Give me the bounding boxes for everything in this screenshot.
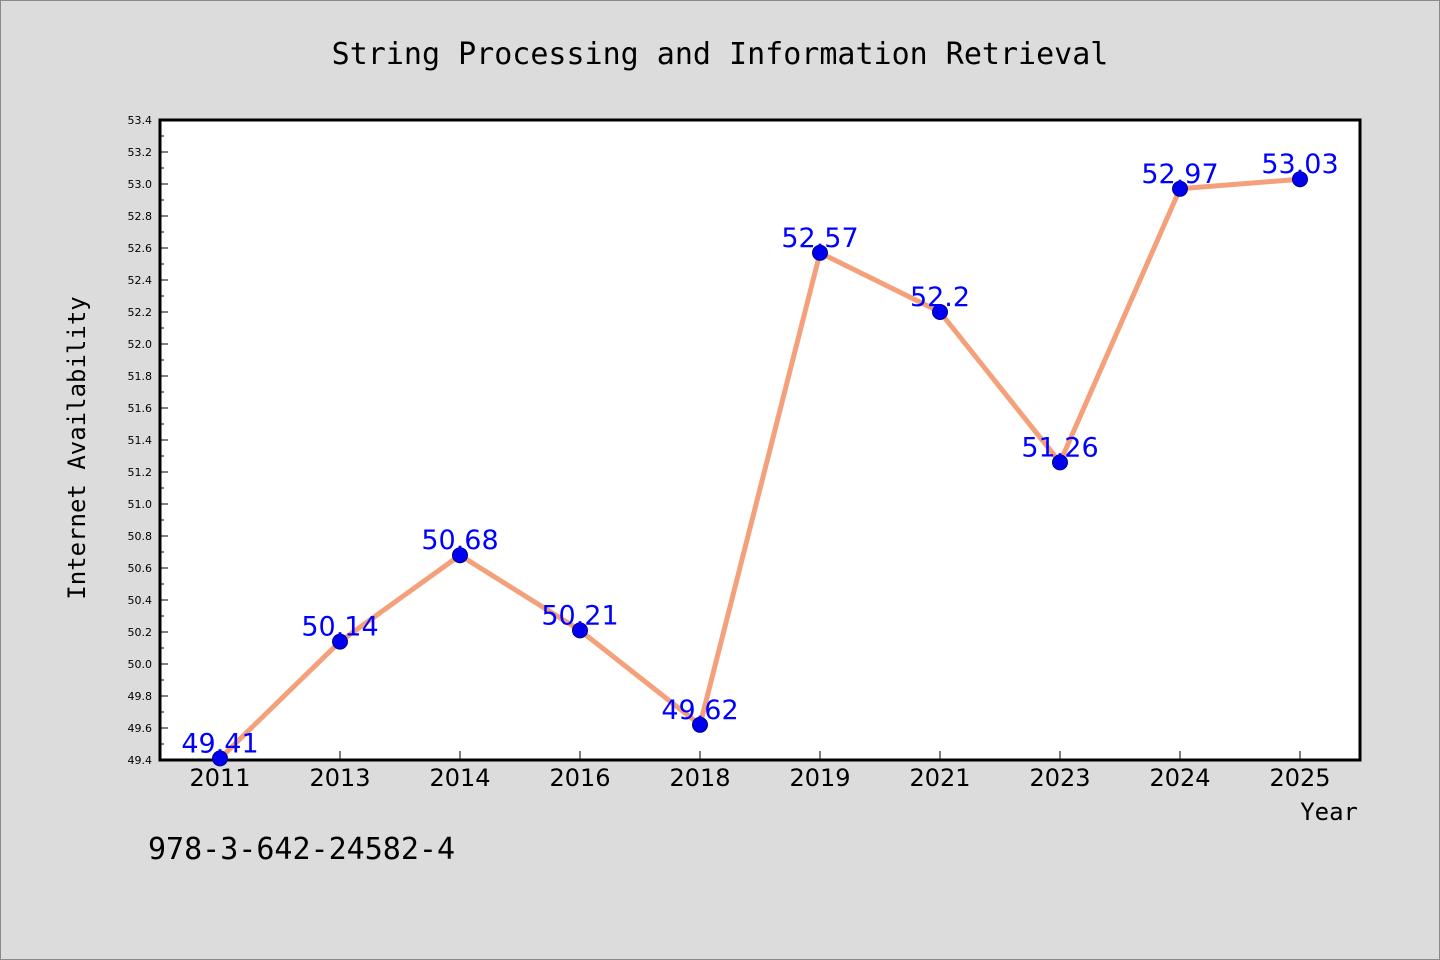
y-tick-label: 51.4 xyxy=(128,434,153,447)
data-point xyxy=(452,547,468,564)
x-tick-label: 2013 xyxy=(309,764,370,792)
data-point xyxy=(812,244,828,261)
data-label: 50.14 xyxy=(301,612,378,643)
data-point xyxy=(932,304,948,320)
x-tick-label: 2021 xyxy=(909,764,970,792)
data-label: 53.03 xyxy=(1261,149,1338,180)
data-label: 52.2 xyxy=(910,282,970,313)
x-tick-label: 2019 xyxy=(789,764,850,792)
data-point xyxy=(1172,180,1188,197)
data-point xyxy=(692,716,708,733)
y-tick-label: 52.8 xyxy=(128,210,153,223)
data-point xyxy=(332,633,348,650)
y-tick-label: 51.0 xyxy=(128,498,153,511)
y-tick-label: 52.6 xyxy=(128,242,153,255)
y-tick-label: 50.6 xyxy=(128,562,153,575)
data-label: 52.97 xyxy=(1141,159,1218,190)
data-point xyxy=(1292,171,1308,188)
chart-title: String Processing and Information Retrie… xyxy=(332,37,1109,72)
data-labels: 49.41 50.14 50.68 50.21 49.62 52.57 52.2 51.26 5… xyxy=(181,149,1338,759)
x-axis-label: Year xyxy=(1300,798,1358,826)
y-tick-label: 52.0 xyxy=(128,338,153,351)
y-tick-label: 49.4 xyxy=(128,754,153,767)
y-tick-label: 52.4 xyxy=(128,274,153,287)
data-label: 50.68 xyxy=(421,525,498,556)
y-tick-label: 53.4 xyxy=(128,114,153,127)
x-tick-label: 2016 xyxy=(549,764,610,792)
y-tick-label: 50.8 xyxy=(128,530,153,543)
y-tick-label: 49.8 xyxy=(128,690,153,703)
data-label: 52.57 xyxy=(781,223,858,254)
y-tick-label: 53.2 xyxy=(128,146,153,159)
x-tick-label: 2018 xyxy=(669,764,730,792)
y-tick-label: 52.2 xyxy=(128,306,153,319)
data-label: 49.41 xyxy=(181,728,258,759)
data-label: 49.62 xyxy=(661,695,738,726)
series-layer xyxy=(212,171,1308,767)
footer-isbn: 978-3-642-24582-4 xyxy=(148,832,456,867)
data-point xyxy=(212,750,228,767)
plot-area xyxy=(158,118,1362,762)
x-tick-label: 2011 xyxy=(189,764,250,792)
x-axis: 2011 2013 2014 2016 2018 2019 2021 2023 2024 2025 xyxy=(189,751,1331,792)
y-tick-label: 50.4 xyxy=(128,594,153,607)
y-axis-label: Internet Availability xyxy=(63,296,91,599)
x-tick-label: 2025 xyxy=(1269,764,1330,792)
y-tick-label: 49.6 xyxy=(128,722,153,735)
y-tick-label: 50.0 xyxy=(128,658,153,671)
y-tick-label: 50.2 xyxy=(128,626,153,639)
data-label: 51.26 xyxy=(1021,432,1098,463)
data-point xyxy=(1052,454,1068,471)
x-tick-label: 2023 xyxy=(1029,764,1090,792)
y-tick-label: 51.6 xyxy=(128,402,153,415)
x-tick-label: 2014 xyxy=(429,764,490,792)
x-tick-label: 2024 xyxy=(1149,764,1210,792)
data-point xyxy=(572,622,588,639)
y-tick-label: 51.8 xyxy=(128,370,153,383)
data-label: 50.21 xyxy=(541,600,618,631)
y-tick-label: 53.0 xyxy=(128,178,153,191)
y-axis: 49.4 49.6 49.8 50.0 50.2 50.4 50.6 50.8 51.0 51.2… xyxy=(128,114,168,767)
y-tick-label: 51.2 xyxy=(128,466,153,479)
series-line xyxy=(217,176,1303,761)
